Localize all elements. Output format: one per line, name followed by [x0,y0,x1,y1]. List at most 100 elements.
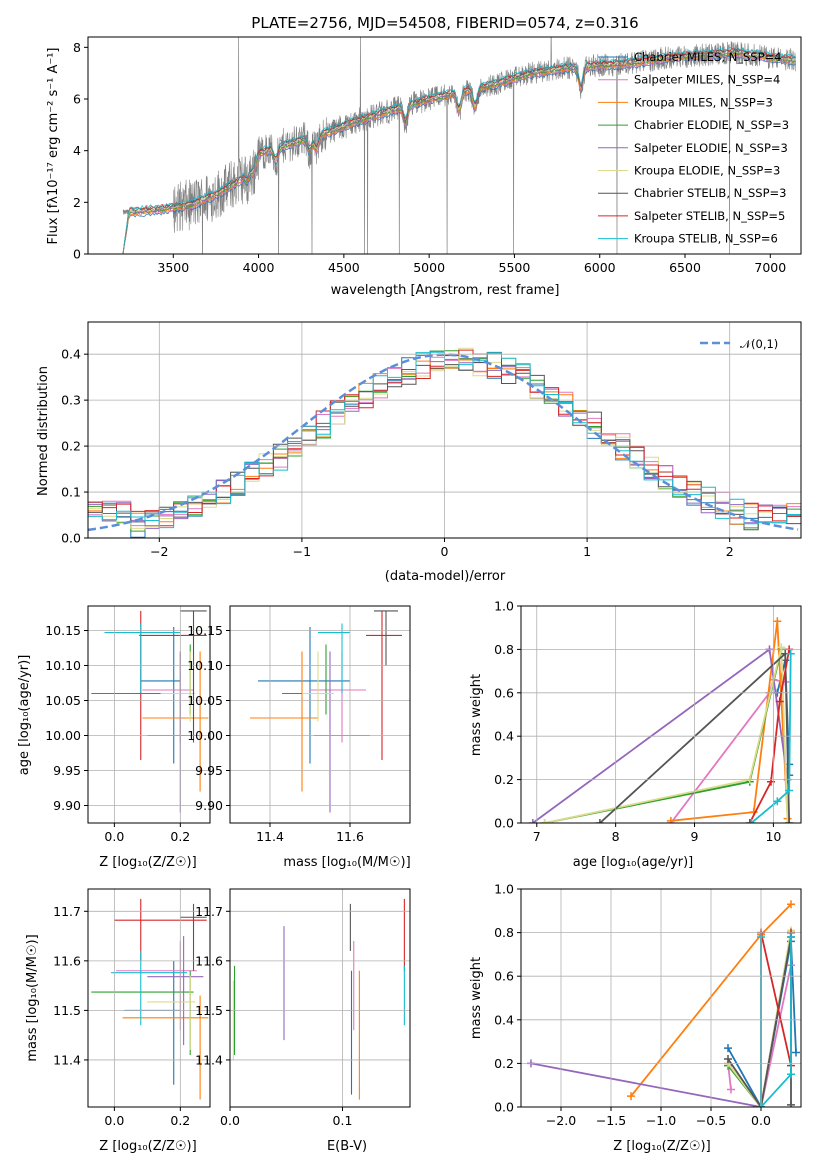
x-tick-label: 7000 [754,260,786,275]
y-tick-label: 0.8 [494,642,514,657]
legend-label-kroupa_miles: Kroupa MILES, N_SSP=3 [634,95,773,109]
age-z-xlabel: Z [log₁₀(Z/Z☉)] [99,855,196,870]
y-tick-label: 0.4 [61,347,81,362]
mass-weight-marker-salpeter_elodie [528,819,537,823]
plot-area [527,900,800,1107]
panel-spectrum: 3500 4000 4500 5000 5500 6000 6500 7000 0 2 4 6 8 Cha… [73,36,802,275]
panel-frame [87,605,211,824]
x-tick-label: 11.4 [256,829,284,844]
model-line-salpeter_miles [122,54,796,254]
mass-z-ylabel: mass [log₁₀(M/M☉)] [25,934,40,1061]
panel-frame [87,888,211,1108]
mass-weight-marker-kroupa_stelib [785,786,794,795]
x-tick-label: 11.6 [336,829,364,844]
panel-mass_vs_EBV: 0.0 0.1 11.4 11.5 11.6 11.7 [195,888,411,1128]
panel-frame [229,888,411,1108]
legend-label-salpeter_stelib: Salpeter STELIB, N_SSP=5 [634,209,785,223]
x-tick-label: 4500 [328,260,360,275]
x-tick-label: 3500 [157,260,189,275]
age-mass-xlabel: mass [log₁₀(M/M☉)] [283,855,410,870]
x-tick-label: 0.0 [751,1113,771,1128]
plot-area [250,610,402,813]
x-tick-label: −2 [150,544,168,559]
errorbar-salpeter_stelib [366,610,402,760]
panel-frame [87,321,802,539]
x-tick-label: −2.0 [546,1113,576,1128]
mass-weight-line-salpeter_stelib [748,649,791,823]
y-tick-label: 0.0 [494,1100,514,1115]
mass-weight-marker-salpeter_miles [727,1085,735,1094]
mass-weight-marker-salpeter_stelib [745,819,754,823]
spectrum-ylabel: Flux [fλ10⁻¹⁷ erg cm⁻² s⁻¹ A⁻¹] [46,48,61,245]
plot-area [122,37,796,254]
x-tick-label: 0 [441,544,449,559]
x-tick-label: 0.0 [220,1113,240,1128]
x-tick-label: −0.5 [696,1113,726,1128]
mass-weight-marker-kroupa_miles [787,900,795,909]
y-tick-label: 8 [73,40,81,55]
mass-weight-line-kroupa_elodie [544,646,789,823]
panel-age_vs_Z: 0.0 0.2 9.90 9.95 10.00 10.05 10.10 10.15 [45,605,211,844]
x-tick-label: 8 [612,829,620,844]
panel-mass_vs_Z: 0.0 0.2 11.4 11.5 11.6 11.7 [53,888,211,1128]
y-tick-label: 11.6 [53,953,81,968]
mass-z-xlabel: Z [log₁₀(Z/Z☉)] [99,1139,196,1154]
panel-residuals: −2 −1 0 1 2 0.0 0.1 0.2 0.3 0.4 𝒩(0,1) [61,321,802,559]
y-tick-label: 10.00 [187,728,223,743]
y-tick-label: 11.4 [53,1052,81,1067]
plot-area [528,617,795,823]
y-tick-label: 10.05 [187,693,223,708]
x-tick-label: 9 [691,829,699,844]
y-tick-label: 0 [73,247,81,262]
y-tick-label: 2 [73,195,81,210]
age-z-ylabel: age [log₁₀(age/yr)] [17,655,32,776]
y-tick-label: 1.0 [494,882,514,897]
y-tick-label: 4 [73,143,81,158]
mass-weight-line-kroupa_stelib [750,653,792,823]
legend-label-kroupa_elodie: Kroupa ELODIE, N_SSP=3 [634,164,780,178]
errorbar-chabrier_miles [258,627,350,764]
plot-area [232,898,405,1100]
y-tick-label: 11.4 [195,1052,223,1067]
panel-frame [87,36,802,255]
mass-weight-marker-kroupa_miles [666,816,675,823]
errorbar-salpeter_elodie [147,936,204,1046]
mass-weight-marker-kroupa_stelib [787,1070,795,1079]
y-tick-label: 6 [73,92,81,107]
panel-mass_weight_vs_Z: −2.0 −1.5 −1.0 −0.5 0.0 0.0 0.2 0.4 0.6 0.8 1.0 [494,882,802,1128]
mass-weight-marker-kroupa_miles [773,617,782,626]
mw-z-ylabel: mass weight [469,957,484,1039]
y-tick-label: 0.2 [61,439,81,454]
x-tick-label: 6000 [584,260,616,275]
errorbar-chabrier_stelib [180,903,207,971]
mass-weight-marker-kroupa_stelib [773,797,782,806]
x-tick-label: 1 [583,544,591,559]
y-tick-label: 0.1 [61,485,81,500]
x-tick-label: 7 [533,829,541,844]
mass-weight-marker-salpeter_stelib [767,777,776,786]
mass-weight-marker-kroupa_stelib [747,819,756,823]
x-tick-label: 4000 [243,260,275,275]
panel-frame [520,605,802,824]
mw-age-xlabel: age [log₁₀(age/yr)] [573,855,694,870]
errorbar-kroupa_miles [250,651,318,792]
mass-weight-marker-kroupa_stelib [786,649,795,658]
mass-ebv-xlabel: E(B-V) [327,1139,367,1154]
y-tick-label: 11.5 [195,1003,223,1018]
y-tick-label: 10.10 [45,658,81,673]
errorbar-chabrier_stelib [374,610,398,666]
panel-frame [520,888,802,1108]
mass-weight-marker-kroupa_miles [627,1092,635,1101]
errorbar-chabrier_stelib [180,610,207,743]
x-tick-label: −1.5 [596,1113,626,1128]
errorbar-chabrier_elodie [91,644,194,715]
x-tick-label: 0.2 [170,829,190,844]
panel-age_vs_mass: 11.4 11.6 9.90 9.95 10.00 10.05 10.10 10.15 [187,605,411,844]
model-line-kroupa_stelib [122,46,796,254]
x-tick-label: 5000 [413,260,445,275]
errorbar-kroupa_miles [142,651,209,792]
residuals-ylabel: Normed distribution [36,366,51,496]
spectrum-title: PLATE=2756, MJD=54508, FIBERID=0574, z=0… [251,14,638,32]
errorbar-kroupa_elodie [147,975,196,1051]
